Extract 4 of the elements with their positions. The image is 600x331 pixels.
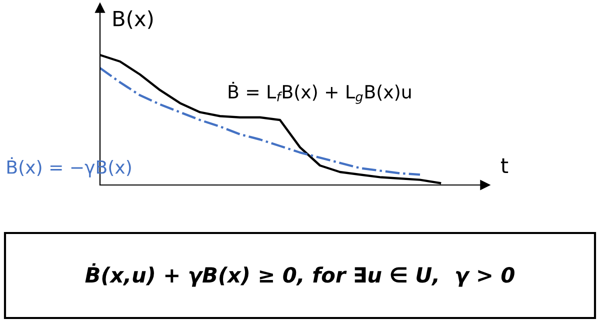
series-label: Ḃ = L$_{f}$B(x) + L$_{g}$B(x)u [228, 82, 411, 104]
y-axis-title: B(x) [114, 10, 153, 29]
x-axis-title: t [500, 158, 508, 174]
text: Ḃ(x,u) + γB(x) ≥ 0, for ∃u ∈ U, γ > 0 [85, 263, 514, 287]
